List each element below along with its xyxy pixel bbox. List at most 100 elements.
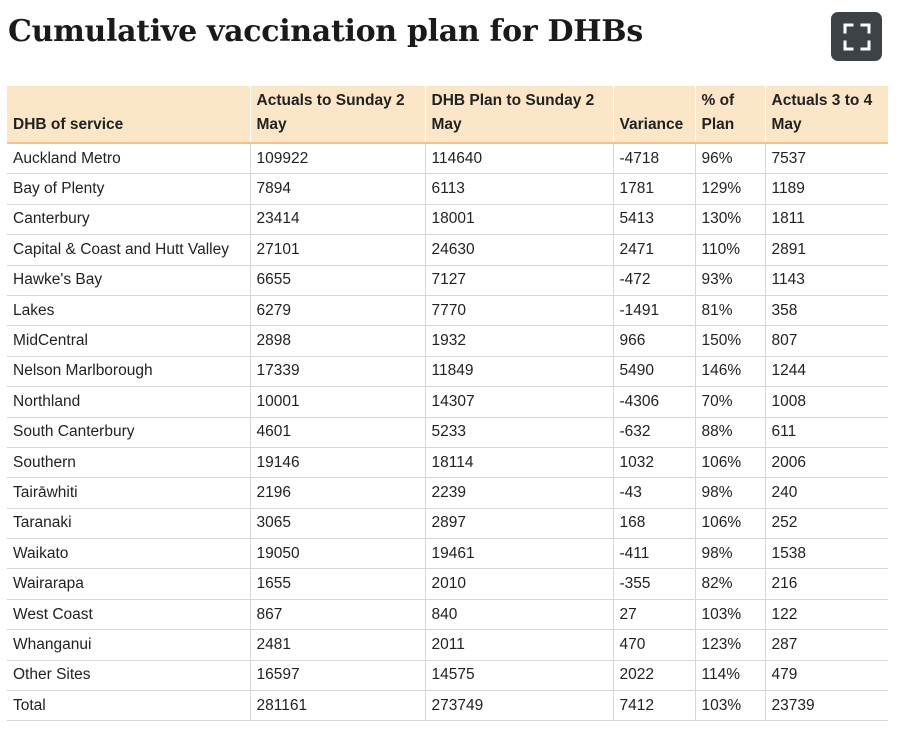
variance-cell: 470 bbox=[613, 629, 696, 661]
actuals-cell: 1655 bbox=[250, 568, 426, 600]
plan-cell: 14307 bbox=[425, 386, 614, 418]
actuals-3-4-cell: 1811 bbox=[765, 204, 888, 236]
plan-cell: 2897 bbox=[425, 508, 614, 540]
variance-cell: 2471 bbox=[613, 234, 696, 266]
plan-cell: 2239 bbox=[425, 477, 614, 509]
actuals-cell: 4601 bbox=[250, 417, 426, 448]
dhb-cell: South Canterbury bbox=[7, 417, 251, 448]
variance-cell: 966 bbox=[613, 325, 696, 357]
actuals-cell: 2481 bbox=[250, 629, 426, 661]
actuals-3-4-cell: 2006 bbox=[765, 447, 888, 479]
fullscreen-button[interactable] bbox=[831, 12, 882, 61]
plan-cell: 2011 bbox=[425, 629, 614, 661]
actuals-cell: 867 bbox=[250, 599, 426, 631]
table-row: Other Sites 16597 14575 2022 114% 479 bbox=[7, 660, 888, 692]
variance-cell: -1491 bbox=[613, 295, 696, 327]
variance-cell: -4306 bbox=[613, 386, 696, 418]
plan-cell: 18114 bbox=[425, 447, 614, 479]
dhb-cell: Bay of Plenty bbox=[7, 173, 251, 205]
actuals-cell: 6279 bbox=[250, 295, 426, 327]
actuals-3-4-cell: 479 bbox=[765, 660, 888, 692]
table-row: Bay of Plenty 7894 6113 1781 129% 1189 bbox=[7, 173, 888, 205]
dhb-cell: Nelson Marlborough bbox=[7, 356, 251, 388]
percent-cell: 150% bbox=[695, 325, 766, 357]
variance-cell: -43 bbox=[613, 477, 696, 509]
actuals-cell: 23414 bbox=[250, 204, 426, 236]
actuals-3-4-cell: 23739 bbox=[765, 690, 888, 722]
plan-cell: 24630 bbox=[425, 234, 614, 266]
variance-cell: 1781 bbox=[613, 173, 696, 205]
column-header-dhb: DHB of service bbox=[7, 86, 251, 143]
plan-cell: 18001 bbox=[425, 204, 614, 236]
actuals-3-4-cell: 7537 bbox=[765, 143, 888, 175]
plan-cell: 114640 bbox=[425, 143, 614, 175]
variance-cell: -4718 bbox=[613, 143, 696, 175]
table-row: Lakes 6279 7770 -1491 81% 358 bbox=[7, 295, 888, 327]
actuals-3-4-cell: 1244 bbox=[765, 356, 888, 388]
actuals-cell: 3065 bbox=[250, 508, 426, 540]
table-row: Hawke's Bay 6655 7127 -472 93% 1143 bbox=[7, 265, 888, 296]
table-row: Canterbury 23414 18001 5413 130% 1811 bbox=[7, 204, 888, 236]
actuals-cell: 2898 bbox=[250, 325, 426, 357]
table-row: Wairarapa 1655 2010 -355 82% 216 bbox=[7, 568, 888, 600]
actuals-cell: 19146 bbox=[250, 447, 426, 479]
actuals-cell: 19050 bbox=[250, 538, 426, 570]
dhb-cell: Southern bbox=[7, 447, 251, 479]
plan-cell: 7770 bbox=[425, 295, 614, 327]
percent-cell: 70% bbox=[695, 386, 766, 418]
percent-cell: 96% bbox=[695, 143, 766, 175]
variance-cell: 5490 bbox=[613, 356, 696, 388]
percent-cell: 103% bbox=[695, 599, 766, 631]
plan-cell: 11849 bbox=[425, 356, 614, 388]
actuals-cell: 16597 bbox=[250, 660, 426, 692]
table-row: Total 281161 273749 7412 103% 23739 bbox=[7, 690, 888, 722]
plan-cell: 1932 bbox=[425, 325, 614, 357]
actuals-cell: 2196 bbox=[250, 477, 426, 509]
percent-cell: 93% bbox=[695, 265, 766, 296]
plan-cell: 840 bbox=[425, 599, 614, 631]
table-row: Tairāwhiti 2196 2239 -43 98% 240 bbox=[7, 477, 888, 509]
actuals-3-4-cell: 611 bbox=[765, 417, 888, 448]
table-row: Taranaki 3065 2897 168 106% 252 bbox=[7, 508, 888, 540]
percent-cell: 103% bbox=[695, 690, 766, 722]
dhb-cell: Canterbury bbox=[7, 204, 251, 236]
actuals-3-4-cell: 216 bbox=[765, 568, 888, 600]
percent-cell: 129% bbox=[695, 173, 766, 205]
dhb-cell: West Coast bbox=[7, 599, 251, 631]
percent-cell: 123% bbox=[695, 629, 766, 661]
variance-cell: 5413 bbox=[613, 204, 696, 236]
column-header-actuals-3-4: Actuals 3 to 4 May bbox=[765, 86, 888, 143]
actuals-cell: 281161 bbox=[250, 690, 426, 722]
variance-cell: 2022 bbox=[613, 660, 696, 692]
plan-cell: 19461 bbox=[425, 538, 614, 570]
dhb-cell: Other Sites bbox=[7, 660, 251, 692]
dhb-cell: Tairāwhiti bbox=[7, 477, 251, 509]
dhb-cell: Capital & Coast and Hutt Valley bbox=[7, 234, 251, 266]
actuals-cell: 27101 bbox=[250, 234, 426, 266]
variance-cell: 168 bbox=[613, 508, 696, 540]
table-row: Waikato 19050 19461 -411 98% 1538 bbox=[7, 538, 888, 570]
actuals-cell: 109922 bbox=[250, 143, 426, 175]
column-header-plan: DHB Plan to Sunday 2 May bbox=[425, 86, 614, 143]
percent-cell: 110% bbox=[695, 234, 766, 266]
percent-cell: 106% bbox=[695, 447, 766, 479]
vaccination-table: DHB of service Actuals to Sunday 2 May D… bbox=[7, 86, 888, 722]
actuals-3-4-cell: 287 bbox=[765, 629, 888, 661]
percent-cell: 98% bbox=[695, 538, 766, 570]
dhb-cell: Taranaki bbox=[7, 508, 251, 540]
actuals-3-4-cell: 252 bbox=[765, 508, 888, 540]
dhb-cell: Total bbox=[7, 690, 251, 722]
variance-cell: 7412 bbox=[613, 690, 696, 722]
plan-cell: 7127 bbox=[425, 265, 614, 296]
column-header-variance: Variance bbox=[613, 86, 696, 143]
table-row: Whanganui 2481 2011 470 123% 287 bbox=[7, 629, 888, 661]
table-row: Southern 19146 18114 1032 106% 2006 bbox=[7, 447, 888, 479]
column-header-percent: % of Plan bbox=[695, 86, 766, 143]
actuals-3-4-cell: 358 bbox=[765, 295, 888, 327]
actuals-3-4-cell: 1538 bbox=[765, 538, 888, 570]
plan-cell: 14575 bbox=[425, 660, 614, 692]
percent-cell: 130% bbox=[695, 204, 766, 236]
variance-cell: -472 bbox=[613, 265, 696, 296]
percent-cell: 82% bbox=[695, 568, 766, 600]
actuals-3-4-cell: 1143 bbox=[765, 265, 888, 296]
